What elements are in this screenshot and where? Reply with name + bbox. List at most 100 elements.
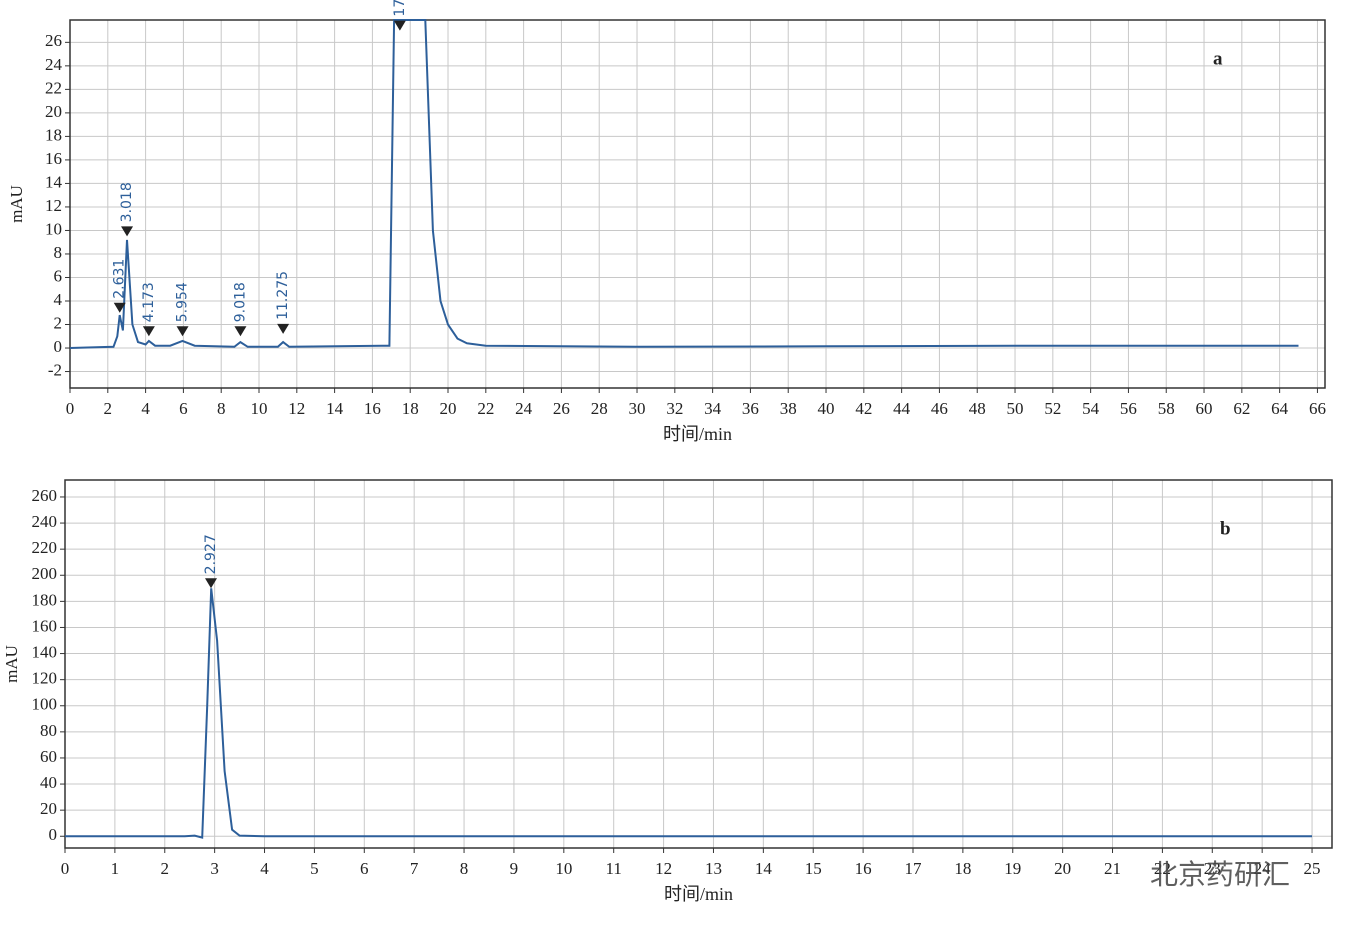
peak-label: 3.018 xyxy=(119,182,135,222)
x-tick-label: 40 xyxy=(818,399,835,418)
y-tick-label: 22 xyxy=(45,78,62,97)
peak-marker xyxy=(121,226,134,237)
x-tick-label: 54 xyxy=(1082,399,1100,418)
x-tick-label: 66 xyxy=(1309,399,1326,418)
x-tick-label: 20 xyxy=(1054,859,1071,878)
peak-label: 4.173 xyxy=(141,282,157,322)
y-axis-label: mAU xyxy=(7,185,26,223)
x-tick-label: 56 xyxy=(1120,399,1137,418)
x-tick-label: 18 xyxy=(402,399,419,418)
peak-label: 5.954 xyxy=(175,282,191,322)
y-tick-label: 20 xyxy=(45,102,62,121)
y-tick-label: 160 xyxy=(32,616,58,635)
y-tick-label: 4 xyxy=(54,290,63,309)
x-tick-label: 44 xyxy=(893,399,911,418)
peak-label: 9.018 xyxy=(232,282,248,322)
y-tick-label: 18 xyxy=(45,125,62,144)
x-tick-label: 64 xyxy=(1271,399,1289,418)
plot-frame xyxy=(69,19,1326,389)
x-tick-label: 0 xyxy=(66,399,75,418)
x-tick-label: 10 xyxy=(251,399,268,418)
x-axis-label: 时间/min xyxy=(664,884,733,904)
y-tick-label: 140 xyxy=(32,642,58,661)
x-tick-label: 58 xyxy=(1158,399,1175,418)
x-tick-label: 16 xyxy=(364,399,381,418)
x-tick-label: 14 xyxy=(326,399,344,418)
y-tick-label: 200 xyxy=(32,564,58,583)
peak-label: 11.275 xyxy=(275,271,291,320)
x-tick-label: 2 xyxy=(104,399,113,418)
x-tick-label: 38 xyxy=(780,399,797,418)
y-tick-label: 220 xyxy=(32,538,58,557)
plot-frame xyxy=(64,479,1333,849)
x-tick-label: 14 xyxy=(755,859,773,878)
peak-label: 17.453 xyxy=(392,0,408,17)
y-tick-label: 14 xyxy=(45,172,63,191)
x-tick-label: 6 xyxy=(179,399,188,418)
y-tick-label: 2 xyxy=(54,313,63,332)
x-tick-label: 32 xyxy=(666,399,683,418)
x-tick-label: 22 xyxy=(477,399,494,418)
y-tick-label: 260 xyxy=(32,486,58,505)
x-tick-label: 0 xyxy=(61,859,70,878)
x-tick-label: 62 xyxy=(1233,399,1250,418)
x-tick-label: 4 xyxy=(141,399,150,418)
x-tick-label: 5 xyxy=(310,859,319,878)
peak-marker xyxy=(234,326,247,337)
x-tick-label: 20 xyxy=(440,399,457,418)
x-tick-label: 9 xyxy=(510,859,519,878)
y-tick-label: 24 xyxy=(45,55,63,74)
y-tick-label: 180 xyxy=(32,590,58,609)
x-tick-label: 11 xyxy=(606,859,622,878)
peak-marker xyxy=(176,326,189,337)
y-tick-label: 8 xyxy=(54,243,63,262)
x-tick-label: 16 xyxy=(855,859,872,878)
panel-label: b xyxy=(1220,518,1231,539)
x-tick-label: 12 xyxy=(288,399,305,418)
x-tick-label: 26 xyxy=(553,399,570,418)
x-tick-label: 24 xyxy=(515,399,533,418)
peak-label: 2.631 xyxy=(112,259,128,299)
x-tick-label: 17 xyxy=(904,859,922,878)
x-tick-label: 52 xyxy=(1044,399,1061,418)
x-tick-label: 46 xyxy=(931,399,948,418)
peak-marker xyxy=(142,326,155,337)
x-tick-label: 8 xyxy=(217,399,226,418)
x-axis-label: 时间/min xyxy=(663,424,732,444)
chromatogram-line xyxy=(65,588,1312,839)
y-tick-label: -2 xyxy=(48,360,62,379)
x-tick-label: 36 xyxy=(742,399,759,418)
x-tick-label: 13 xyxy=(705,859,722,878)
y-tick-label: 240 xyxy=(32,512,58,531)
y-tick-label: 26 xyxy=(45,31,62,50)
x-tick-label: 60 xyxy=(1196,399,1213,418)
x-tick-label: 30 xyxy=(629,399,646,418)
y-tick-label: 20 xyxy=(40,799,57,818)
watermark: 北京药研汇 xyxy=(1150,858,1290,891)
y-axis-label: mAU xyxy=(2,645,21,683)
x-tick-label: 3 xyxy=(210,859,219,878)
peak-marker xyxy=(205,578,218,589)
y-tick-label: 60 xyxy=(40,747,57,766)
y-tick-label: 80 xyxy=(40,721,57,740)
x-tick-label: 6 xyxy=(360,859,369,878)
y-tick-label: 10 xyxy=(45,219,62,238)
peak-marker xyxy=(277,323,290,334)
x-tick-label: 8 xyxy=(460,859,469,878)
x-tick-label: 19 xyxy=(1004,859,1021,878)
x-tick-label: 25 xyxy=(1304,859,1321,878)
x-tick-label: 12 xyxy=(655,859,672,878)
y-tick-label: 16 xyxy=(45,149,62,168)
x-tick-label: 34 xyxy=(704,399,722,418)
y-tick-label: 12 xyxy=(45,196,62,215)
peak-marker xyxy=(393,20,406,31)
x-tick-label: 2 xyxy=(161,859,170,878)
peak-label: 2.927 xyxy=(203,534,219,574)
y-tick-label: 6 xyxy=(54,266,63,285)
x-tick-label: 18 xyxy=(954,859,971,878)
x-tick-label: 15 xyxy=(805,859,822,878)
y-tick-label: 0 xyxy=(49,825,58,844)
peak-marker xyxy=(113,302,126,313)
x-tick-label: 7 xyxy=(410,859,419,878)
